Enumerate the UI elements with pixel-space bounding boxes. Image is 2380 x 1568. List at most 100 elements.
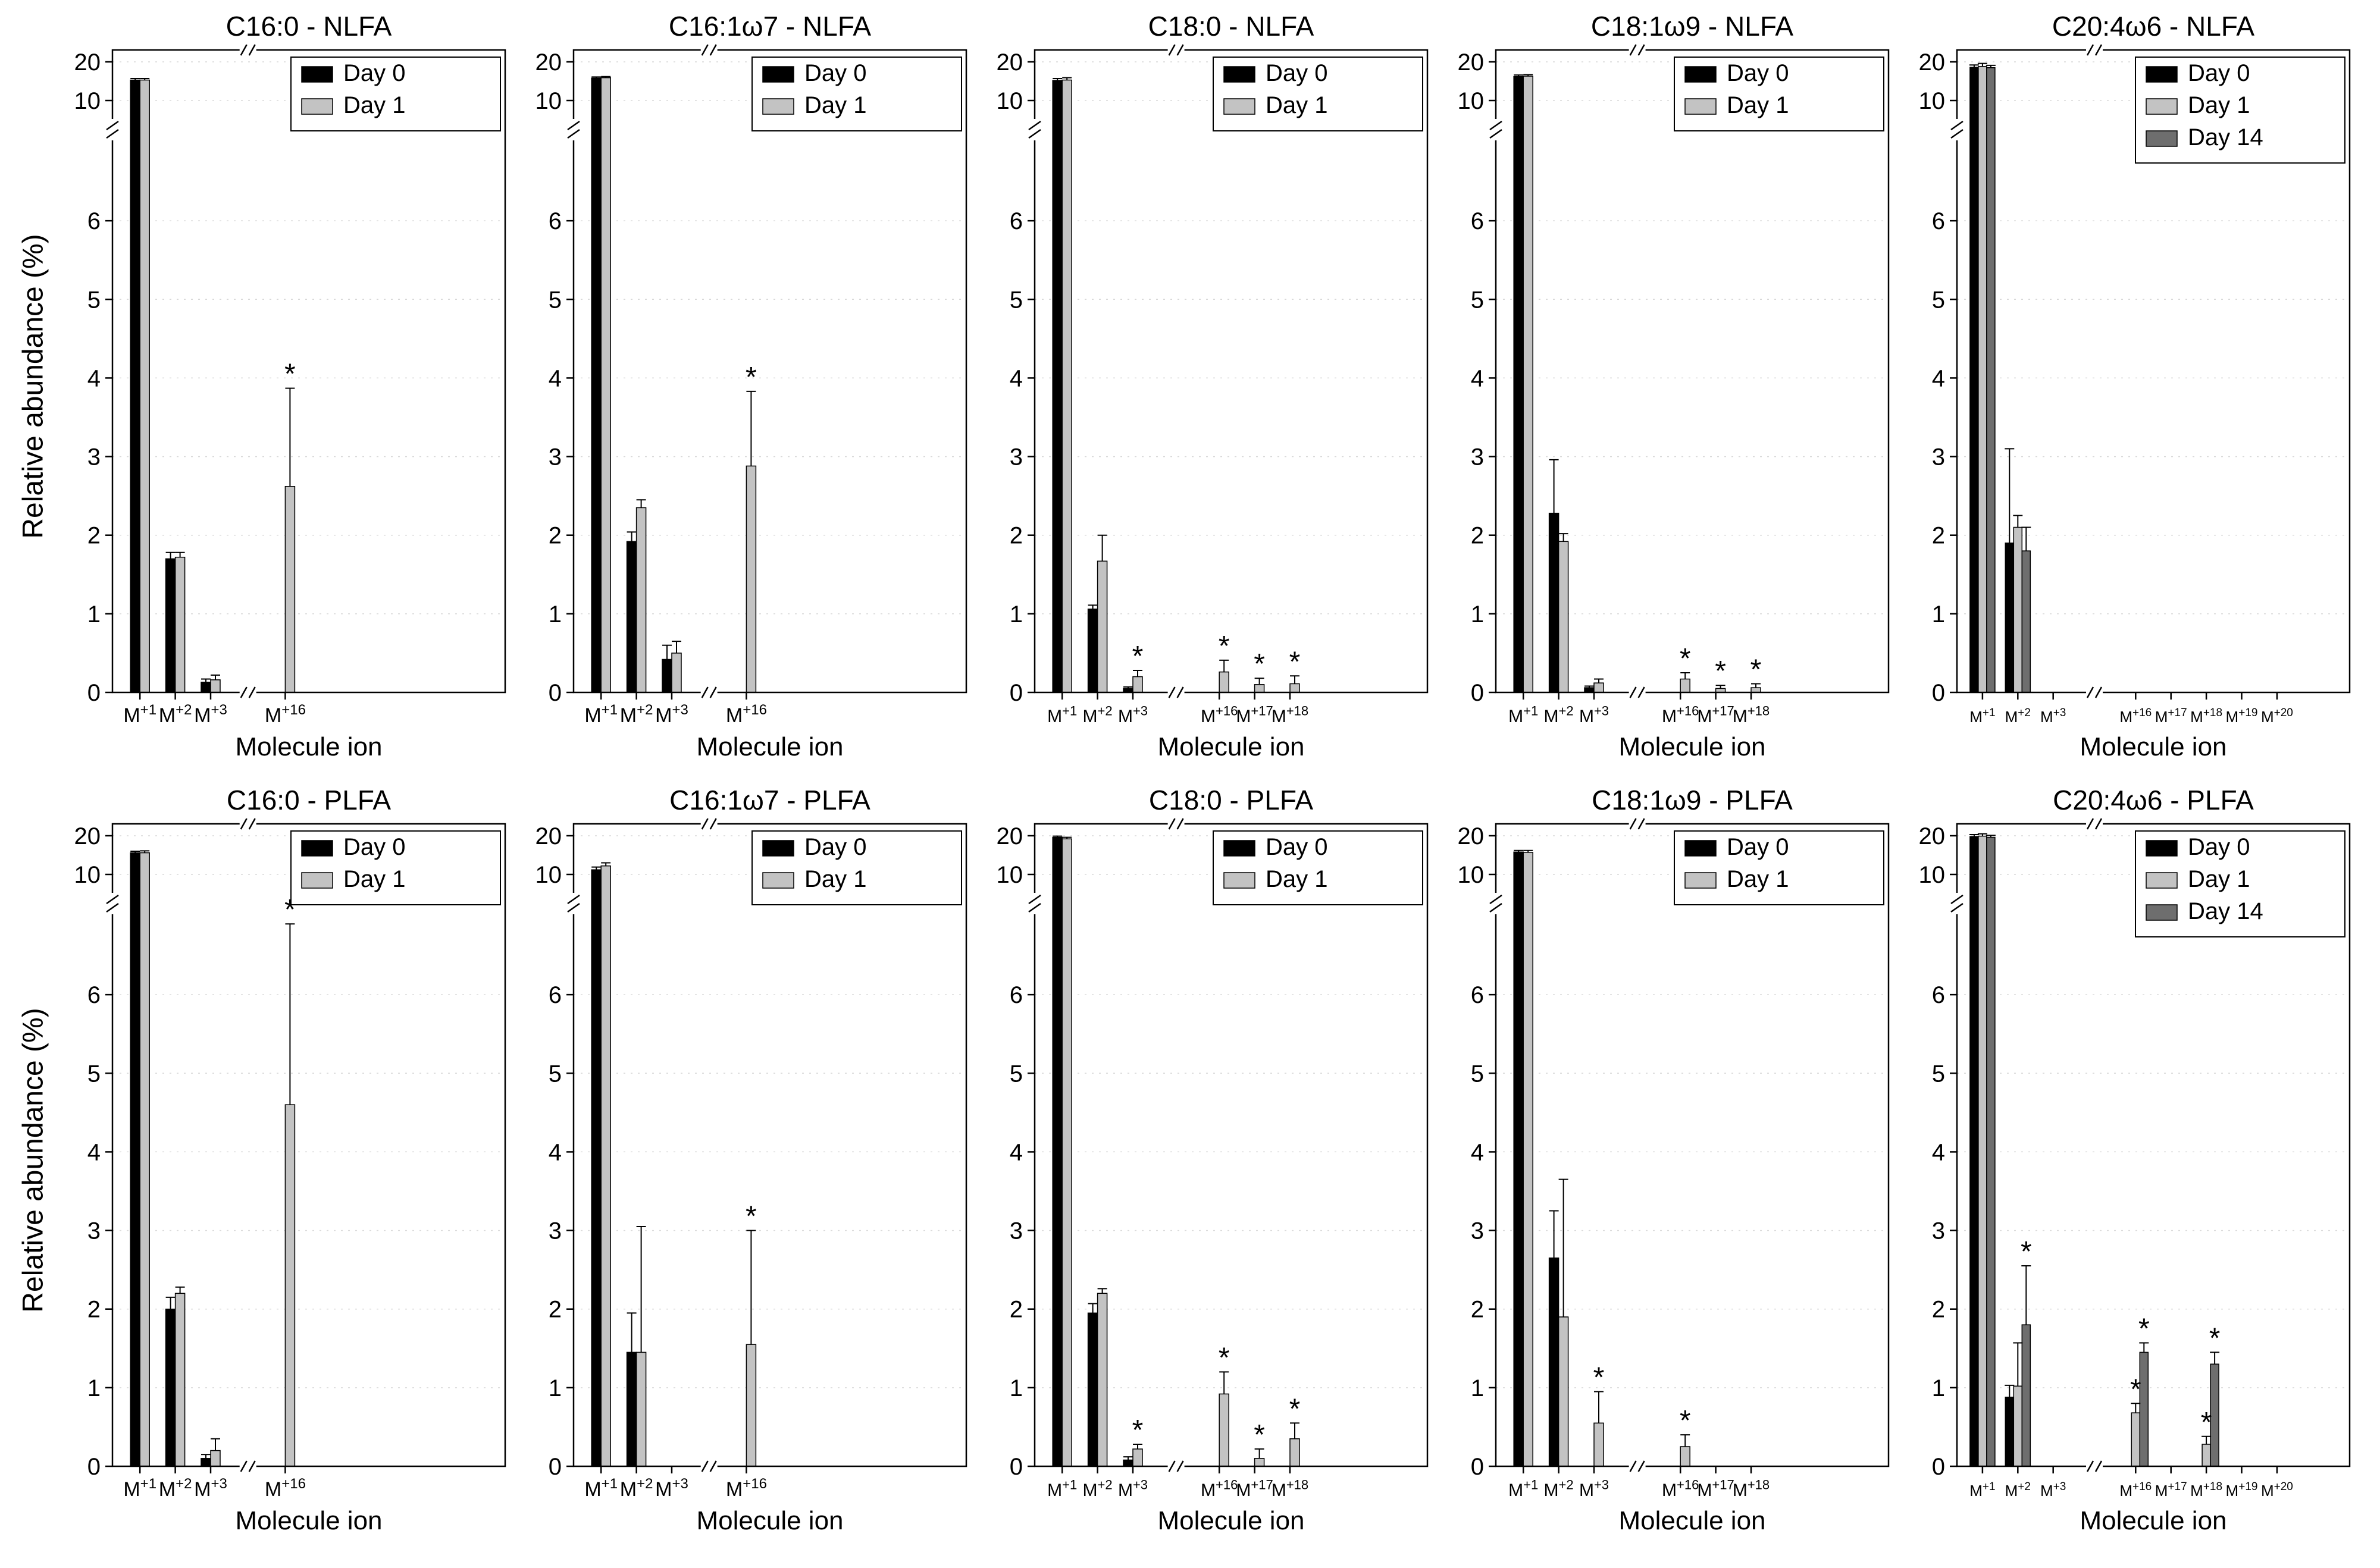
y-tick-label: 2 (87, 1297, 101, 1323)
y-tick-label: 10 (1458, 88, 1485, 114)
legend-label: Day 0 (1266, 60, 1328, 86)
y-axis-break-slash (1950, 894, 1964, 905)
bar-day-0-m-2 (626, 1351, 637, 1467)
bar-day-1-m-1 (139, 852, 150, 1467)
plot-frame (1034, 823, 1429, 1467)
error-bars (1514, 849, 1690, 1447)
axis-break-slash (1168, 686, 1176, 698)
y-tick-label: 1 (1932, 1375, 1945, 1401)
gridlines (1035, 61, 1427, 614)
y-tick-label: 5 (87, 1061, 101, 1087)
y-tick-label: 1 (1010, 601, 1023, 628)
y-tick-label: 0 (1471, 680, 1484, 706)
bar-day-1-m-16 (746, 465, 757, 693)
bar-day-1-m-1 (1061, 79, 1072, 693)
axis-break-slash (240, 44, 248, 56)
bar-day-1-m-18 (1289, 683, 1300, 693)
y-tick-label: 20 (536, 823, 562, 849)
legend-label: Day 0 (2188, 60, 2250, 86)
panel-title: C16:1ω7 - NLFA (669, 11, 871, 42)
panel-title: C16:0 - NLFA (226, 11, 392, 42)
bar-day-0-m-3 (201, 1458, 211, 1467)
x-tick-label: M+1 (1047, 704, 1077, 726)
x-tick-label: M+16 (726, 702, 767, 727)
bar-day-0-m-1 (1513, 76, 1524, 693)
y-tick-label: 10 (536, 88, 562, 114)
y-axis-break-slash (1950, 120, 1964, 131)
legend-label: Day 14 (2188, 898, 2263, 924)
significance-star: * (1219, 631, 1230, 662)
axis-break-slash (2086, 1460, 2094, 1472)
y-tick-label: 4 (1932, 1139, 1945, 1165)
x-axis-title: Molecule ion (696, 732, 843, 761)
bar-day-1-m-1 (139, 79, 150, 693)
y-tick-label: 3 (1471, 1218, 1484, 1244)
nlfa-panels: C16:0 - NLFA * 0 1 2 3 4 5 6 10 20 M+1 M+2 M+3 M+16 Mol… (56, 8, 2362, 767)
bar-day-0-m-1 (130, 79, 140, 693)
y-tick-label: 5 (1932, 1061, 1945, 1087)
legend-swatch-day-1 (1684, 98, 1717, 115)
legend-label: Day 1 (1266, 866, 1328, 892)
significance-star: * (1132, 641, 1144, 672)
y-tick-label: 20 (997, 49, 1023, 76)
legend: Day 0 Day 1 (1674, 57, 1884, 131)
y-tick-label: 0 (1010, 680, 1023, 706)
x-axis-title: Molecule ion (1618, 732, 1765, 761)
plfa-row: Relative abundance (%) C16:0 - PLFA * 0 1 2 3… (11, 782, 2380, 1541)
axis-break-slash (709, 44, 717, 56)
y-axis-break-slash (567, 902, 580, 913)
axis-break-slash (1629, 686, 1637, 698)
bar-day-0-m-1 (1513, 851, 1524, 1467)
bar-day-1-m-2 (174, 556, 186, 693)
significance-stars: * * * * (1132, 1342, 1301, 1451)
y-axis-break-slash (106, 902, 119, 913)
legend-swatch-day-14 (2146, 130, 2178, 147)
plfa-panels: C16:0 - PLFA * 0 1 2 3 4 5 6 10 20 M+1 M+2 M+3 M+16 Mol… (56, 782, 2362, 1541)
y-tick-label: 3 (549, 1218, 562, 1244)
bars (591, 865, 757, 1467)
legend-swatch-day-1 (762, 98, 794, 115)
significance-stars: * * * (1680, 643, 1761, 687)
axis-break-slash (2086, 686, 2094, 698)
bar-day-0-m-1 (1969, 836, 1979, 1467)
axis-break-slash (1629, 1460, 1637, 1472)
legend-label: Day 0 (2188, 834, 2250, 860)
x-axis: M+1 M+2 M+3 M+16M+17M+18 (1508, 692, 1770, 726)
bar-day-14-m-2 (2021, 550, 2031, 693)
y-tick-label: 10 (997, 88, 1023, 114)
significance-star: * (1289, 1393, 1301, 1425)
y-tick-label: 4 (1471, 1139, 1484, 1165)
bar-day-1-m-2 (1558, 541, 1569, 693)
x-tick-label: M+3 (1579, 1478, 1609, 1500)
y-tick-label: 10 (74, 88, 101, 114)
bar-day-0-m-1 (591, 77, 602, 693)
x-axis-title: Molecule ion (235, 732, 382, 761)
x-tick-label: M+2 (159, 702, 192, 727)
y-tick-label: 1 (549, 601, 562, 628)
legend-label: Day 0 (804, 60, 867, 86)
gridlines (574, 835, 966, 1388)
panel-c18-0-nlfa: C18:0 - NLFA * * * * 0 1 2 3 4 5 6 10 20 M+1 M+2 M+3 M+16… (978, 8, 1439, 767)
legend-swatch-day-0 (301, 840, 333, 857)
x-axis-title: Molecule ion (2080, 1506, 2226, 1535)
y-axis-break-slash (1028, 894, 1041, 905)
bar-day-1-m-2 (1558, 1316, 1569, 1467)
y-tick-label: 6 (1932, 208, 1945, 234)
y-tick-label: 6 (549, 982, 562, 1008)
bar-day-0-m-2 (1548, 1257, 1559, 1467)
legend-swatch-day-0 (1684, 66, 1717, 83)
x-tick-label: M+16 (1201, 1478, 1238, 1500)
significance-star: * (746, 362, 757, 393)
panel-c16-1-7-nlfa: C16:1ω7 - NLFA * 0 1 2 3 4 5 6 10 20 M+1 M+2 M+3 M+16 M… (517, 8, 978, 767)
x-tick-label: M+2 (1544, 1478, 1574, 1500)
axis-break-slash (248, 44, 256, 56)
bars (1513, 76, 1761, 693)
x-tick-label: M+18 (1733, 1478, 1770, 1500)
plot-frame (1034, 49, 1429, 694)
y-tick-label: 5 (1010, 287, 1023, 313)
y-axis-break-slash (1950, 128, 1964, 139)
error-bars (1969, 833, 2220, 1444)
bar-day-14-m-2 (2021, 1324, 2031, 1467)
gridlines (112, 835, 505, 1388)
